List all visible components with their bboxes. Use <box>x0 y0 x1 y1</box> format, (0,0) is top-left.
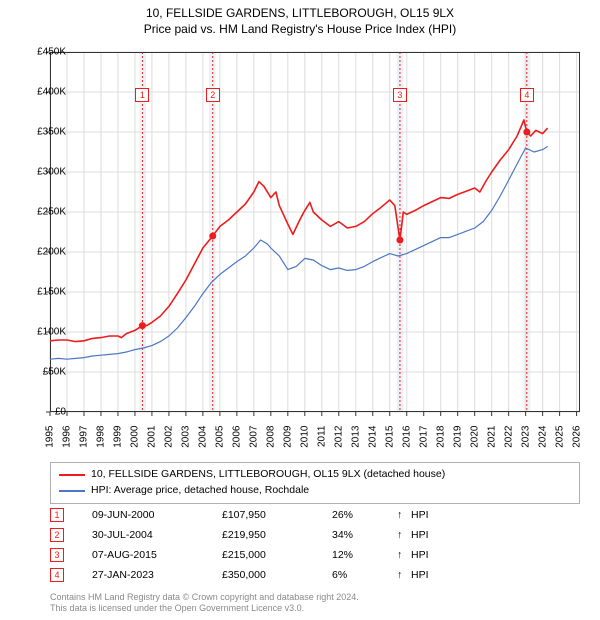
y-tick-label: £350K <box>37 127 66 138</box>
sale-pct: 6% <box>332 569 397 581</box>
x-tick-label: 2004 <box>197 426 208 466</box>
sales-row: 3 07-AUG-2015£215,00012%↑HPI <box>50 545 580 565</box>
x-tick-label: 2023 <box>520 426 531 466</box>
sales-table: 109-JUN-2000£107,95026%↑HPI230-JUL-2004£… <box>50 505 580 585</box>
legend-swatch-1 <box>59 474 85 476</box>
x-tick-label: 2021 <box>486 426 497 466</box>
x-tick-label: 2000 <box>129 426 140 466</box>
sale-date: 27-JAN-2023 <box>92 569 222 581</box>
footer-line-1: Contains HM Land Registry data © Crown c… <box>50 592 359 603</box>
sale-price: £219,950 <box>222 529 332 541</box>
legend-row-2: HPI: Average price, detached house, Roch… <box>59 483 571 499</box>
chart-area <box>50 52 580 412</box>
sale-index-marker: 3 <box>50 548 64 562</box>
x-tick-label: 2020 <box>469 426 480 466</box>
x-tick-label: 1998 <box>95 426 106 466</box>
up-arrow-icon: ↑ <box>397 569 411 581</box>
y-tick-label: £200K <box>37 247 66 258</box>
x-tick-label: 2019 <box>452 426 463 466</box>
sale-pct: 26% <box>332 509 397 521</box>
x-tick-label: 1999 <box>112 426 123 466</box>
x-tick-label: 1997 <box>78 426 89 466</box>
legend-box: 10, FELLSIDE GARDENS, LITTLEBOROUGH, OL1… <box>50 462 580 504</box>
x-tick-label: 2005 <box>214 426 225 466</box>
x-tick-label: 2003 <box>180 426 191 466</box>
chart-sale-marker: 2 <box>206 88 220 102</box>
x-tick-label: 2012 <box>333 426 344 466</box>
x-tick-label: 2015 <box>384 426 395 466</box>
sale-pct: 12% <box>332 549 397 561</box>
x-tick-label: 2025 <box>554 426 565 466</box>
sale-date: 07-AUG-2015 <box>92 549 222 561</box>
x-tick-label: 2008 <box>265 426 276 466</box>
x-tick-label: 2010 <box>299 426 310 466</box>
x-tick-label: 1995 <box>45 426 56 466</box>
title-line-2: Price paid vs. HM Land Registry's House … <box>0 22 600 38</box>
x-tick-label: 2007 <box>248 426 259 466</box>
y-tick-label: £0 <box>55 407 66 418</box>
sale-index-marker: 1 <box>50 508 64 522</box>
chart-sale-marker: 1 <box>135 88 149 102</box>
sale-date: 09-JUN-2000 <box>92 509 222 521</box>
y-tick-label: £400K <box>37 87 66 98</box>
up-arrow-icon: ↑ <box>397 509 411 521</box>
x-tick-label: 2018 <box>435 426 446 466</box>
x-tick-label: 2024 <box>537 426 548 466</box>
chart-sale-marker: 3 <box>393 88 407 102</box>
legend-label-1: 10, FELLSIDE GARDENS, LITTLEBOROUGH, OL1… <box>91 467 445 483</box>
sales-row: 2 30-JUL-2004£219,95034%↑HPI <box>50 525 580 545</box>
x-tick-label: 2001 <box>146 426 157 466</box>
sales-row: 1 09-JUN-2000£107,95026%↑HPI <box>50 505 580 525</box>
sale-pct: 34% <box>332 529 397 541</box>
sales-row: 4 27-JAN-2023£350,0006%↑HPI <box>50 565 580 585</box>
up-arrow-icon: ↑ <box>397 529 411 541</box>
y-tick-label: £50K <box>43 367 66 378</box>
title-line-1: 10, FELLSIDE GARDENS, LITTLEBOROUGH, OL1… <box>0 6 600 22</box>
chart-sale-marker: 4 <box>520 88 534 102</box>
x-tick-label: 2006 <box>231 426 242 466</box>
x-tick-label: 2002 <box>163 426 174 466</box>
sale-hpi-suffix: HPI <box>411 569 429 581</box>
title-block: 10, FELLSIDE GARDENS, LITTLEBOROUGH, OL1… <box>0 0 600 37</box>
x-tick-label: 2009 <box>282 426 293 466</box>
legend-swatch-2 <box>59 490 85 492</box>
sale-price: £350,000 <box>222 569 332 581</box>
x-tick-label: 2014 <box>367 426 378 466</box>
x-tick-label: 2017 <box>418 426 429 466</box>
x-tick-label: 1996 <box>61 426 72 466</box>
up-arrow-icon: ↑ <box>397 549 411 561</box>
y-tick-label: £300K <box>37 167 66 178</box>
y-tick-label: £450K <box>37 47 66 58</box>
sale-hpi-suffix: HPI <box>411 549 429 561</box>
x-tick-label: 2016 <box>401 426 412 466</box>
y-tick-label: £150K <box>37 287 66 298</box>
chart-svg <box>50 52 580 412</box>
y-tick-label: £250K <box>37 207 66 218</box>
sale-index-marker: 2 <box>50 528 64 542</box>
x-tick-label: 2026 <box>571 426 582 466</box>
sale-hpi-suffix: HPI <box>411 529 429 541</box>
sale-price: £215,000 <box>222 549 332 561</box>
x-tick-label: 2022 <box>503 426 514 466</box>
footer: Contains HM Land Registry data © Crown c… <box>50 592 359 615</box>
sale-date: 30-JUL-2004 <box>92 529 222 541</box>
chart-container: 10, FELLSIDE GARDENS, LITTLEBOROUGH, OL1… <box>0 0 600 620</box>
sale-price: £107,950 <box>222 509 332 521</box>
legend-label-2: HPI: Average price, detached house, Roch… <box>91 483 309 499</box>
sale-index-marker: 4 <box>50 568 64 582</box>
footer-line-2: This data is licensed under the Open Gov… <box>50 603 359 614</box>
x-tick-label: 2013 <box>350 426 361 466</box>
sale-hpi-suffix: HPI <box>411 509 429 521</box>
x-tick-label: 2011 <box>316 426 327 466</box>
y-tick-label: £100K <box>37 327 66 338</box>
legend-row-1: 10, FELLSIDE GARDENS, LITTLEBOROUGH, OL1… <box>59 467 571 483</box>
